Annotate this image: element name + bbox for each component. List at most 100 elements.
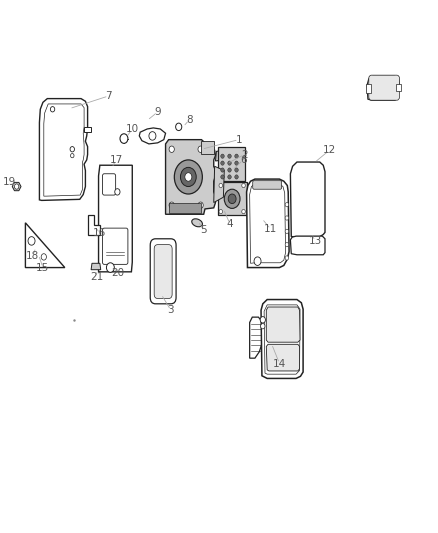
Circle shape <box>224 189 240 208</box>
Polygon shape <box>84 127 91 132</box>
Circle shape <box>242 209 245 214</box>
Circle shape <box>14 184 19 189</box>
Circle shape <box>285 216 289 220</box>
Bar <box>218 147 245 181</box>
Text: 19: 19 <box>3 177 16 187</box>
Polygon shape <box>367 76 399 100</box>
Circle shape <box>235 168 238 172</box>
Polygon shape <box>139 128 166 144</box>
Polygon shape <box>215 150 224 161</box>
Circle shape <box>254 257 261 265</box>
Circle shape <box>285 243 289 247</box>
Circle shape <box>71 154 74 158</box>
Circle shape <box>115 189 120 195</box>
Circle shape <box>285 229 289 233</box>
Text: 3: 3 <box>167 305 174 315</box>
Ellipse shape <box>192 219 202 227</box>
Circle shape <box>235 175 238 179</box>
Polygon shape <box>88 215 100 235</box>
Text: 21: 21 <box>91 272 104 282</box>
Text: 16: 16 <box>93 229 106 238</box>
Circle shape <box>106 263 114 272</box>
Polygon shape <box>25 223 65 268</box>
Text: 14: 14 <box>273 359 286 368</box>
Text: 17: 17 <box>110 155 123 165</box>
Bar <box>366 84 371 93</box>
Polygon shape <box>247 179 289 268</box>
Polygon shape <box>214 166 224 203</box>
Circle shape <box>28 237 35 245</box>
Circle shape <box>228 168 231 172</box>
Circle shape <box>176 123 182 131</box>
Text: 18: 18 <box>26 251 39 261</box>
Circle shape <box>219 209 223 214</box>
Polygon shape <box>166 140 215 214</box>
Circle shape <box>180 167 196 187</box>
Circle shape <box>235 161 238 165</box>
Circle shape <box>120 134 128 143</box>
Circle shape <box>185 173 192 181</box>
Circle shape <box>261 324 265 329</box>
Polygon shape <box>99 165 132 272</box>
Text: 12: 12 <box>323 146 336 155</box>
Text: 5: 5 <box>200 225 207 235</box>
Circle shape <box>285 203 289 207</box>
Bar <box>218 182 247 215</box>
Circle shape <box>198 202 203 208</box>
Circle shape <box>221 161 224 165</box>
Text: 8: 8 <box>186 115 193 125</box>
Polygon shape <box>266 307 300 342</box>
Circle shape <box>221 175 224 179</box>
Text: 20: 20 <box>112 268 125 278</box>
Polygon shape <box>250 317 263 358</box>
Polygon shape <box>250 184 286 263</box>
Circle shape <box>228 161 231 165</box>
FancyBboxPatch shape <box>102 228 128 264</box>
Polygon shape <box>290 162 325 237</box>
Polygon shape <box>91 263 101 270</box>
Circle shape <box>70 147 74 152</box>
Circle shape <box>228 175 231 179</box>
Text: 2: 2 <box>241 150 248 159</box>
Circle shape <box>228 154 231 158</box>
Circle shape <box>235 154 238 158</box>
Text: 9: 9 <box>154 107 161 117</box>
Text: 4: 4 <box>226 219 233 229</box>
Circle shape <box>169 146 174 152</box>
Circle shape <box>221 168 224 172</box>
Text: 13: 13 <box>309 236 322 246</box>
Text: 7: 7 <box>105 91 112 101</box>
FancyBboxPatch shape <box>369 75 399 100</box>
Bar <box>201 141 214 154</box>
Circle shape <box>219 183 223 188</box>
Circle shape <box>174 160 202 194</box>
Circle shape <box>41 254 46 260</box>
FancyBboxPatch shape <box>253 181 282 189</box>
Polygon shape <box>261 300 303 378</box>
Text: 15: 15 <box>36 263 49 272</box>
Circle shape <box>50 107 55 112</box>
Polygon shape <box>264 305 300 374</box>
FancyBboxPatch shape <box>102 174 116 195</box>
Text: 1: 1 <box>235 135 242 144</box>
Polygon shape <box>266 344 300 371</box>
Polygon shape <box>39 99 88 200</box>
Polygon shape <box>290 236 325 255</box>
Text: 6: 6 <box>240 155 247 165</box>
Text: 11: 11 <box>264 224 277 234</box>
Circle shape <box>198 146 203 152</box>
Text: 10: 10 <box>126 124 139 134</box>
Circle shape <box>285 256 289 260</box>
Circle shape <box>242 183 245 188</box>
Bar <box>169 203 201 213</box>
Bar <box>396 84 401 91</box>
Circle shape <box>169 202 174 208</box>
Polygon shape <box>12 182 21 191</box>
FancyBboxPatch shape <box>150 239 176 304</box>
FancyBboxPatch shape <box>154 245 172 298</box>
Circle shape <box>228 194 236 204</box>
Polygon shape <box>44 104 84 196</box>
Circle shape <box>149 132 156 140</box>
Circle shape <box>260 317 265 323</box>
Circle shape <box>221 154 224 158</box>
